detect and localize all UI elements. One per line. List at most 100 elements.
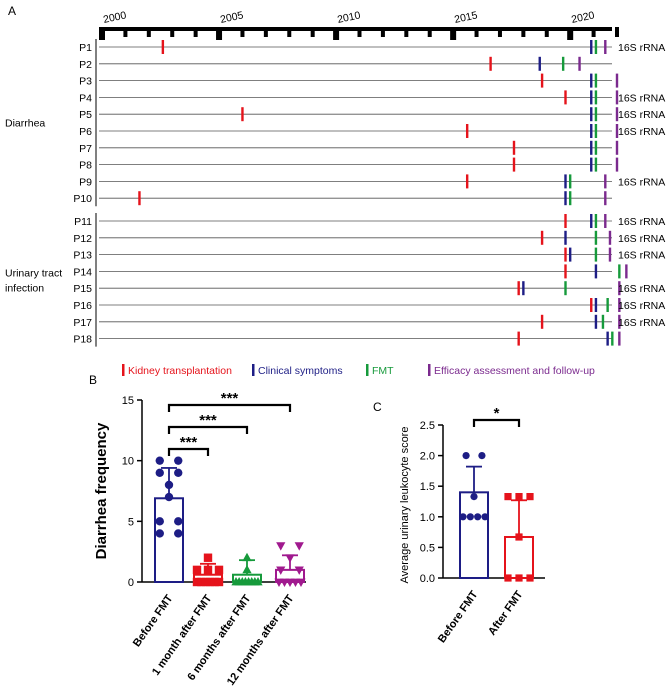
event-marker-fmt: [594, 90, 598, 105]
patient-label: P15: [73, 283, 92, 295]
data-point: [155, 517, 164, 526]
significance-label: ***: [180, 434, 198, 451]
data-point: [203, 565, 213, 575]
data-point: [197, 577, 206, 587]
data-point: [201, 577, 210, 587]
event-marker-cs: [568, 247, 572, 262]
patient-label: P1: [79, 42, 92, 54]
sequencing-label: 16S rRNA: [618, 300, 665, 312]
event-marker-fmt: [594, 214, 598, 228]
event-marker-fu: [608, 247, 612, 262]
event-marker-fmt: [611, 331, 614, 346]
data-point: [504, 574, 512, 582]
y-tick-label: 2.0: [420, 451, 435, 463]
event-marker-cs: [590, 214, 593, 228]
event-marker-kt: [512, 157, 516, 172]
event-marker-kt: [241, 107, 244, 122]
timeline-minor-tick: [380, 27, 385, 37]
y-tick-label: 0.5: [420, 542, 435, 554]
legend-label-cs: Clinical symptoms: [258, 365, 343, 377]
patient-label: P13: [73, 250, 92, 262]
timeline-minor-tick: [287, 27, 292, 37]
event-marker-cs: [564, 230, 567, 245]
event-marker-cs: [590, 90, 593, 105]
sequencing-label: 16S rRNA: [618, 126, 665, 138]
timeline-year-label: 2010: [336, 9, 361, 26]
patient-label: P12: [73, 233, 92, 245]
data-point: [155, 468, 164, 477]
patient-label: P10: [73, 193, 92, 205]
timeline-major-tick: [450, 27, 457, 40]
significance-label: *: [494, 405, 500, 422]
data-point: [478, 452, 486, 460]
timeline-minor-tick: [170, 27, 175, 37]
timeline-rows: Diarrhea Urinary tract infection P1 16S rRNA…: [5, 39, 665, 347]
data-point: [174, 517, 183, 526]
event-marker-fmt: [594, 124, 598, 138]
data-point: [192, 565, 202, 575]
event-marker-kt: [540, 73, 544, 88]
event-marker-fu: [604, 214, 607, 228]
y-axis-title: Diarrhea frequency: [93, 422, 110, 559]
timeline-major-tick: [99, 27, 105, 40]
data-point: [203, 553, 213, 562]
data-point: [285, 554, 295, 563]
timeline-legend: Kidney transplantation Clinical symptoms F…: [122, 364, 595, 377]
sequencing-label: 16S rRNA: [618, 92, 665, 104]
timeline-axis-line: [102, 27, 612, 31]
event-marker-fu: [615, 140, 619, 155]
timeline-minor-tick: [146, 27, 151, 37]
event-marker-cs: [590, 40, 593, 54]
y-tick-label: 1.5: [420, 481, 435, 493]
y-axis-title: Average urinary leukocyte score: [399, 427, 411, 584]
event-marker-fu: [615, 73, 619, 88]
patient-label: P4: [79, 92, 92, 104]
data-point: [214, 577, 224, 587]
y-tick-label: 1.0: [420, 512, 435, 524]
event-marker-fmt: [594, 73, 598, 88]
timeline-minor-tick: [357, 27, 362, 37]
data-point: [294, 566, 304, 575]
data-point: [164, 480, 174, 490]
data-point: [155, 456, 164, 465]
patient-label: P5: [79, 109, 92, 121]
panel-c-label: C: [373, 400, 382, 414]
timeline-year-label: 2005: [219, 9, 244, 26]
timeline-minor-tick: [310, 27, 315, 37]
bar: [459, 491, 489, 580]
group-name: Urinary tract: [5, 267, 62, 279]
event-marker-kt: [517, 281, 520, 296]
significance-bracket: [167, 447, 210, 456]
data-point: [276, 542, 286, 551]
timeline-year-label: 2020: [570, 9, 595, 26]
data-point: [242, 552, 252, 562]
timeline-minor-tick: [193, 27, 198, 37]
panel-b-label: B: [89, 373, 97, 387]
data-point: [206, 577, 215, 587]
event-marker-kt: [590, 298, 593, 312]
data-point: [296, 578, 306, 588]
patient-label: P16: [73, 300, 92, 312]
event-marker-fu: [604, 40, 607, 54]
timeline-year-label: 2015: [453, 9, 478, 26]
data-point: [214, 565, 224, 575]
sequencing-label: 16S rRNA: [618, 109, 665, 121]
timeline-major-tick: [333, 27, 340, 40]
event-marker-fmt: [606, 298, 609, 312]
event-marker-fu: [618, 281, 621, 296]
sequencing-label: 16S rRNA: [618, 317, 665, 329]
event-marker-fu: [615, 157, 619, 172]
y-tick-label: 10: [122, 456, 134, 468]
patient-label: P7: [79, 143, 92, 155]
legend-label-fu: Efficacy assessment and follow-up: [434, 365, 595, 377]
event-marker-fmt: [594, 140, 598, 155]
timeline-major-tick: [216, 27, 223, 40]
event-marker-fu: [604, 191, 607, 206]
patient-label: P8: [79, 160, 92, 172]
data-point: [462, 452, 470, 460]
data-point: [242, 564, 252, 574]
legend-label-fmt: FMT: [372, 365, 394, 377]
event-marker-fu: [604, 174, 607, 189]
event-marker-cs: [590, 73, 593, 88]
